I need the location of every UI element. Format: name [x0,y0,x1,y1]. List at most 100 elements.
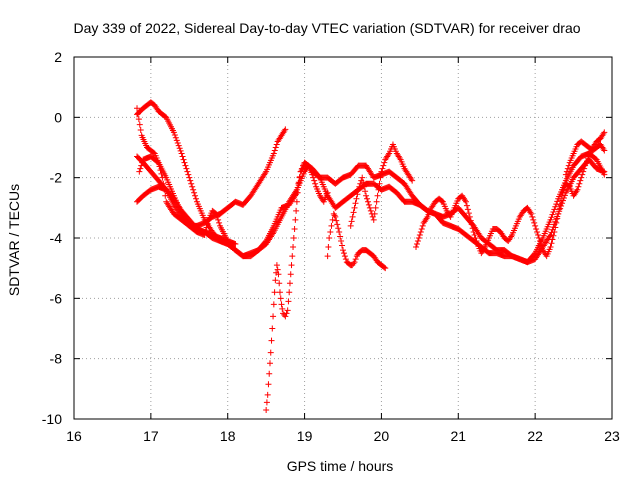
data-point-marker [578,174,585,181]
data-point-marker [275,271,282,278]
data-point-marker [175,142,182,149]
data-point-marker [286,289,293,296]
data-point-marker [601,129,608,136]
data-point-marker [324,189,331,196]
data-point-marker [556,206,563,213]
data-point-marker [531,251,538,258]
data-point-marker [272,144,279,151]
data-point-marker [555,210,562,217]
data-point-marker [534,228,541,235]
data-point-marker [352,256,359,263]
data-point-marker [342,256,349,263]
data-point-marker [380,162,387,169]
data-point-marker [215,216,222,223]
data-point-marker [334,221,341,228]
data-point-marker [558,202,565,209]
data-point-marker [298,165,305,172]
data-point-marker [176,145,183,152]
data-point-marker [294,189,301,196]
data-point-marker [355,186,362,193]
data-point-marker [273,141,280,148]
data-point-marker [381,264,388,271]
data-point-marker [419,222,426,229]
data-point-marker [202,228,209,235]
data-point-marker [274,266,281,273]
data-point-marker [327,228,334,235]
data-point-marker [291,225,298,232]
data-point-marker [201,231,208,238]
data-point-marker [277,295,284,302]
axis-ticks: 16 17 18 19 20 21 22 23 -10 -8 -6 -4 -2 0 2 [42,49,620,444]
data-point-marker [353,195,360,202]
data-point-marker [189,183,196,190]
x-tick-label: 18 [220,428,236,444]
data-point-marker [336,228,343,235]
data-point-marker [183,165,190,172]
data-point-marker [360,179,367,186]
data-point-marker [214,213,221,220]
data-point-marker [297,168,304,175]
data-point-marker [414,238,421,245]
data-point-marker [325,244,332,251]
data-point-marker [565,162,572,169]
data-point-marker [273,262,280,269]
data-point-marker [134,105,141,112]
data-point-marker [136,168,143,175]
data-point-marker [413,241,420,248]
data-point-marker [548,214,555,221]
data-point-marker [188,180,195,187]
data-point-marker [354,191,361,198]
data-point-marker [296,174,303,181]
data-point-marker [279,305,286,312]
data-point-marker [191,189,198,196]
data-point-marker [552,203,559,210]
data-point-marker [537,241,544,248]
series-trace-i [413,129,608,260]
data-point-marker [529,213,536,220]
y-tick-label: 0 [54,109,62,125]
y-tick-label: -10 [42,411,62,427]
data-point-marker [137,127,144,134]
data-point-marker [204,220,211,227]
data-point-marker [350,209,357,216]
data-point-marker [304,161,311,168]
data-point-marker [549,236,556,243]
data-point-marker [180,156,187,163]
data-point-marker [580,168,587,175]
data-point-marker [560,186,567,193]
data-point-marker [266,370,273,377]
y-tick-label: -2 [50,170,63,186]
data-point-marker [367,207,374,214]
data-point-marker [471,231,478,238]
data-point-marker [379,165,386,172]
data-point-marker [186,174,193,181]
data-points [134,99,608,413]
data-point-marker [553,219,560,226]
data-point-marker [181,159,188,166]
data-point-marker [548,240,555,247]
data-point-marker [137,165,144,172]
data-point-marker [278,301,285,308]
data-point-marker [178,150,185,157]
data-point-marker [138,162,145,169]
data-point-marker [282,313,289,320]
data-point-marker [535,231,542,238]
data-point-marker [533,225,540,232]
data-point-marker [311,177,318,184]
data-point-marker [575,183,582,190]
data-point-marker [216,219,223,226]
data-point-marker [473,238,480,245]
data-point-marker [293,198,300,205]
data-point-marker [374,192,381,199]
chart-title: Day 339 of 2022, Sidereal Day-to-day VTE… [73,20,580,36]
data-point-marker [349,213,356,220]
series-trace-e [136,153,231,245]
x-tick-label: 20 [374,428,390,444]
data-point-marker [136,121,143,128]
data-point-marker [288,262,295,269]
data-point-marker [376,180,383,187]
data-point-marker [552,224,559,231]
data-point-marker [172,134,179,141]
data-point-marker [324,253,331,260]
